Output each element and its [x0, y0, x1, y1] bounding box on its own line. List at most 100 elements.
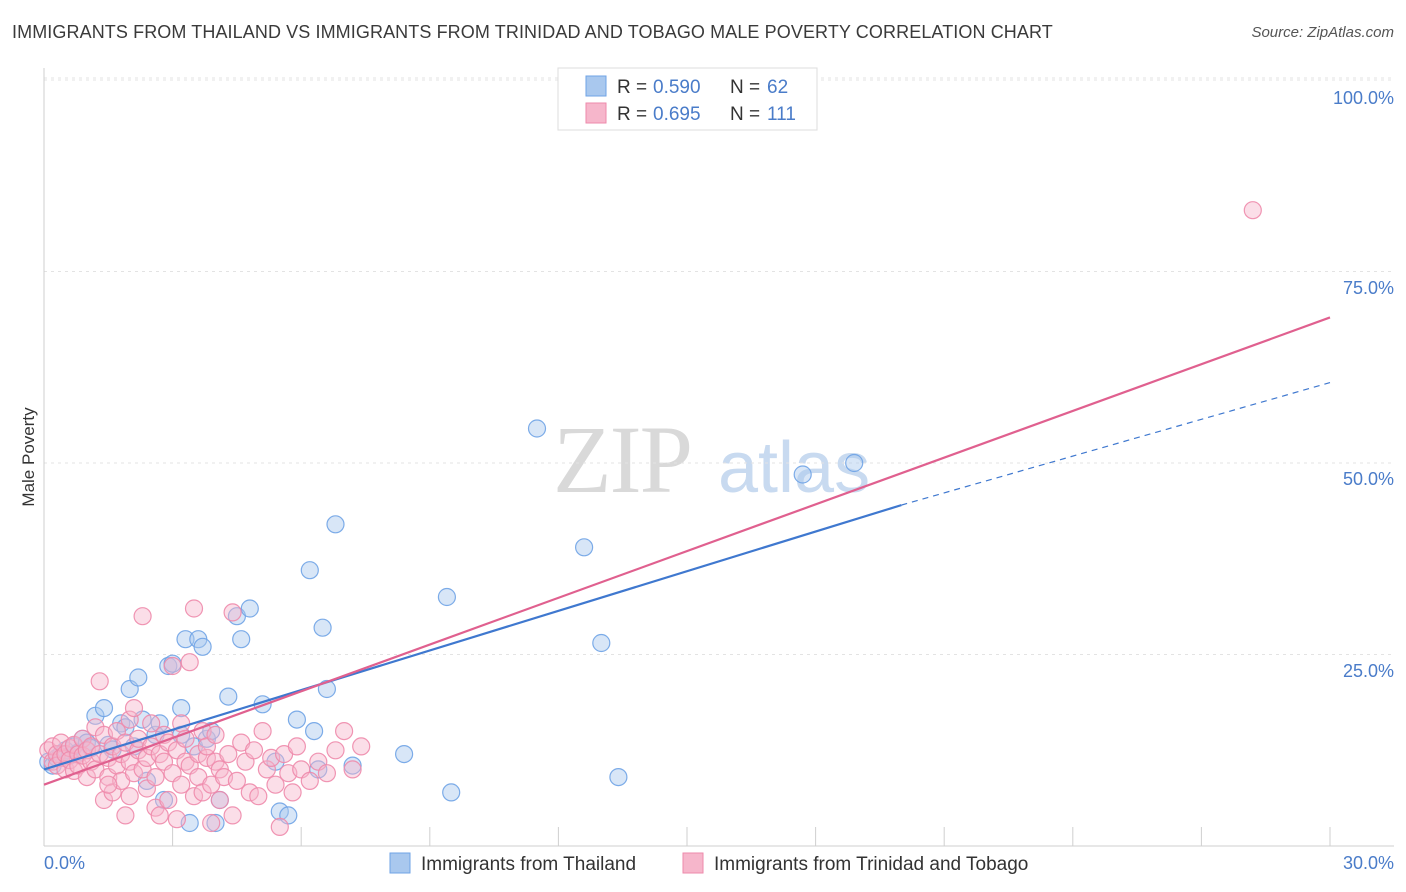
- thailand-point-62: [845, 453, 864, 473]
- legend-n-label-trinidad: N =: [730, 104, 760, 125]
- thailand-point-19: [129, 668, 148, 687]
- thailand-point-56: [442, 783, 461, 802]
- x-tick-label-min: 0.0%: [44, 853, 85, 873]
- y-tick-label-50: 50.0%: [1343, 469, 1394, 489]
- trinidad-point-90: [257, 760, 276, 779]
- thailand-point-47: [300, 561, 319, 580]
- thailand-point-60: [609, 767, 628, 787]
- trinidad-point-101: [317, 764, 336, 783]
- y-tick-label-100: 100.0%: [1333, 88, 1394, 108]
- trinidad-point-23: [90, 672, 109, 691]
- thailand-point-61: [793, 465, 812, 484]
- trinidad-point-40: [124, 698, 144, 718]
- thailand-point-58: [574, 538, 594, 557]
- trinidad-point-78: [210, 790, 229, 810]
- thailand-point-52: [326, 515, 345, 534]
- legend-r-label-trinidad: R =: [617, 104, 647, 125]
- legend-r-value-trinidad: 0.695: [653, 104, 701, 125]
- thailand-point-40: [232, 630, 251, 649]
- trinidad-point-88: [249, 787, 268, 806]
- trinidad-point-99: [300, 771, 319, 791]
- gridlines: [44, 77, 1394, 655]
- trinidad-point-62: [172, 775, 191, 794]
- legend-n-value-thailand: 62: [767, 77, 788, 98]
- trinidad-point-68: [184, 599, 204, 618]
- legend-bottom: Immigrants from Thailand Immigrants from…: [389, 852, 1028, 875]
- thailand-point-41: [240, 599, 259, 618]
- trinidad-point-102: [326, 741, 345, 760]
- thailand-point-50: [313, 618, 332, 637]
- legend-bottom-swatch-thailand: [389, 852, 411, 874]
- trinidad-point-35: [116, 806, 135, 825]
- trend-lines: [43, 316, 1331, 786]
- x-axis-ticks: [172, 827, 1331, 846]
- series-trinidad-points: [39, 201, 1262, 837]
- thailand-point-29: [176, 630, 195, 649]
- trinidad-point-43: [133, 607, 152, 626]
- thailand-point-51: [317, 679, 336, 699]
- y-axis-label: Male Poverty: [19, 407, 38, 507]
- thailand-point-57: [527, 419, 547, 438]
- thailand-point-55: [437, 587, 456, 607]
- trinidad-point-82: [223, 603, 242, 622]
- y-tick-label-75: 75.0%: [1343, 278, 1394, 298]
- legend-top: R = 0.590 N = 62 R = 0.695 N = 111: [557, 67, 818, 131]
- legend-bottom-label-trinidad: Immigrants from Trinidad and Tobago: [714, 854, 1028, 875]
- legend-n-label-thailand: N =: [730, 77, 760, 98]
- x-tick-label-max: 30.0%: [1343, 853, 1394, 873]
- trinidad-point-92: [266, 775, 285, 794]
- thailand-point-59: [592, 633, 611, 653]
- trend-line-thailand: [43, 504, 902, 771]
- trinidad-point-50: [146, 767, 165, 787]
- trinidad-point-105: [352, 737, 371, 756]
- legend-swatch-trinidad: [585, 102, 607, 124]
- legend-bottom-swatch-trinidad: [682, 852, 704, 874]
- thailand-point-38: [219, 687, 238, 706]
- trinidad-point-60: [167, 810, 186, 829]
- legend-swatch-thailand: [585, 75, 607, 97]
- thailand-point-44: [270, 802, 289, 821]
- thailand-point-48: [305, 721, 324, 741]
- trinidad-point-97: [287, 737, 306, 756]
- trinidad-point-104: [343, 760, 362, 779]
- source-credit: Source: ZipAtlas.com: [1251, 24, 1394, 41]
- trinidad-point-52: [150, 806, 169, 825]
- trinidad-point-89: [253, 721, 272, 741]
- trend-line-thailand-extension: [901, 381, 1331, 506]
- legend-r-value-thailand: 0.590: [653, 77, 701, 98]
- trinidad-point-107: [223, 806, 242, 825]
- trinidad-point-110: [1243, 201, 1262, 220]
- trend-line-trinidad: [43, 316, 1331, 786]
- trinidad-point-39: [124, 764, 144, 783]
- trinidad-point-96: [283, 783, 302, 802]
- thailand-point-28: [172, 698, 191, 718]
- trinidad-point-103: [335, 721, 354, 741]
- trinidad-point-38: [120, 710, 139, 729]
- trinidad-point-93: [270, 817, 289, 837]
- legend-bottom-label-thailand: Immigrants from Thailand: [421, 854, 636, 875]
- trinidad-point-87: [244, 741, 264, 760]
- thailand-point-36: [206, 813, 225, 833]
- y-tick-labels: 25.0% 50.0% 75.0% 100.0%: [1333, 88, 1394, 681]
- trinidad-point-86: [240, 783, 259, 802]
- trinidad-point-106: [202, 813, 221, 833]
- trinidad-point-65: [180, 653, 199, 672]
- trinidad-point-77: [206, 725, 225, 745]
- thailand-point-46: [287, 710, 306, 729]
- legend-r-label-thailand: R =: [617, 77, 647, 98]
- chart-title: IMMIGRANTS FROM THAILAND VS IMMIGRANTS F…: [12, 22, 1053, 42]
- y-tick-label-25: 25.0%: [1343, 661, 1394, 681]
- trinidad-point-55: [159, 790, 178, 810]
- watermark-zip: ZIP: [553, 406, 691, 513]
- watermark: ZIP atlas: [553, 406, 870, 513]
- trinidad-point-109: [120, 787, 139, 806]
- legend-n-value-trinidad: 111: [767, 104, 796, 125]
- thailand-point-12: [94, 698, 114, 718]
- trinidad-point-81: [219, 744, 238, 764]
- thailand-point-53: [343, 756, 362, 775]
- trinidad-point-108: [99, 775, 118, 794]
- trinidad-point-48: [142, 714, 161, 733]
- trinidad-point-67: [184, 787, 204, 806]
- trinidad-point-83: [227, 771, 246, 791]
